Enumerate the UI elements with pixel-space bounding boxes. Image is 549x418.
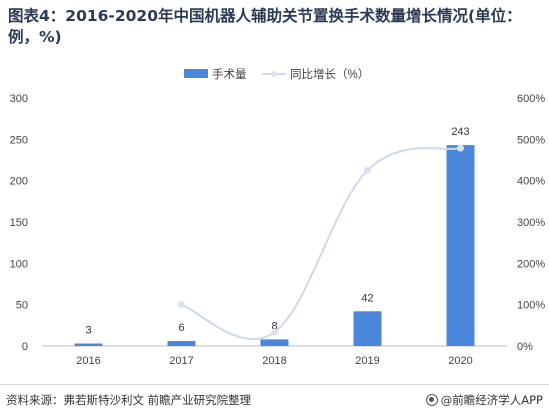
y-right-tick-label: 300% — [517, 217, 545, 229]
x-tick-label: 2018 — [262, 355, 286, 367]
bar-value-label: 3 — [85, 325, 91, 337]
y-left-tick-label: 50 — [16, 300, 28, 312]
bar-value-label: 243 — [451, 126, 469, 138]
growth-line — [181, 147, 461, 340]
y-left-tick-label: 0 — [22, 341, 28, 353]
chart-title: 图表4：2016-2020年中国机器人辅助关节置换手术数量增长情况(单位：例，%… — [8, 7, 522, 46]
bar — [446, 145, 475, 346]
legend-line-marker — [271, 71, 277, 77]
source-note: 资料来源：弗若斯特沙利文 前瞻产业研究院整理 — [6, 393, 252, 407]
x-tick-label: 2016 — [76, 355, 100, 367]
growth-marker — [457, 144, 464, 152]
brand-credit: @前瞻经济学人APP — [425, 392, 543, 408]
y-right-tick-label: 600% — [517, 93, 545, 105]
y-left-tick-label: 100 — [10, 258, 28, 270]
bar-value-label: 8 — [271, 320, 277, 332]
bar — [260, 339, 289, 346]
bar — [74, 343, 103, 346]
y-right-tick-label: 200% — [517, 258, 545, 270]
y-left-tick-label: 150 — [10, 217, 28, 229]
y-right-tick-label: 400% — [517, 176, 545, 188]
y-right-tick-label: 500% — [517, 134, 545, 146]
x-tick-label: 2017 — [169, 355, 193, 367]
footer-divider — [0, 384, 549, 385]
brand-text: @前瞻经济学人APP — [440, 393, 543, 407]
bar — [353, 311, 382, 346]
chart-area: 手术量 同比增长（%） 0 50 100 150 200 250 300 0% 100% 200% 30… — [0, 58, 549, 380]
bar-value-label: 6 — [178, 322, 184, 334]
growth-marker — [364, 166, 371, 174]
legend-bar-label: 手术量 — [212, 67, 247, 81]
legend-bar-swatch — [184, 69, 208, 78]
y-left-tick-label: 200 — [10, 176, 28, 188]
growth-marker — [271, 328, 278, 336]
y-right-tick-label: 100% — [517, 300, 545, 312]
y-right-tick-label: 0% — [517, 341, 533, 353]
growth-marker — [178, 301, 185, 309]
legend-line-label: 同比增长（%） — [290, 67, 369, 81]
brand-logo-icon — [425, 394, 438, 406]
combo-chart: 手术量 同比增长（%） 0 50 100 150 200 250 300 0% 100% 200% 30… — [10, 67, 546, 367]
x-tick-label: 2019 — [355, 355, 379, 367]
y-left-tick-label: 300 — [10, 93, 28, 105]
bar-value-label: 42 — [361, 292, 373, 304]
y-left-tick-label: 250 — [10, 134, 28, 146]
bar — [167, 341, 196, 346]
x-tick-label: 2020 — [448, 355, 472, 367]
